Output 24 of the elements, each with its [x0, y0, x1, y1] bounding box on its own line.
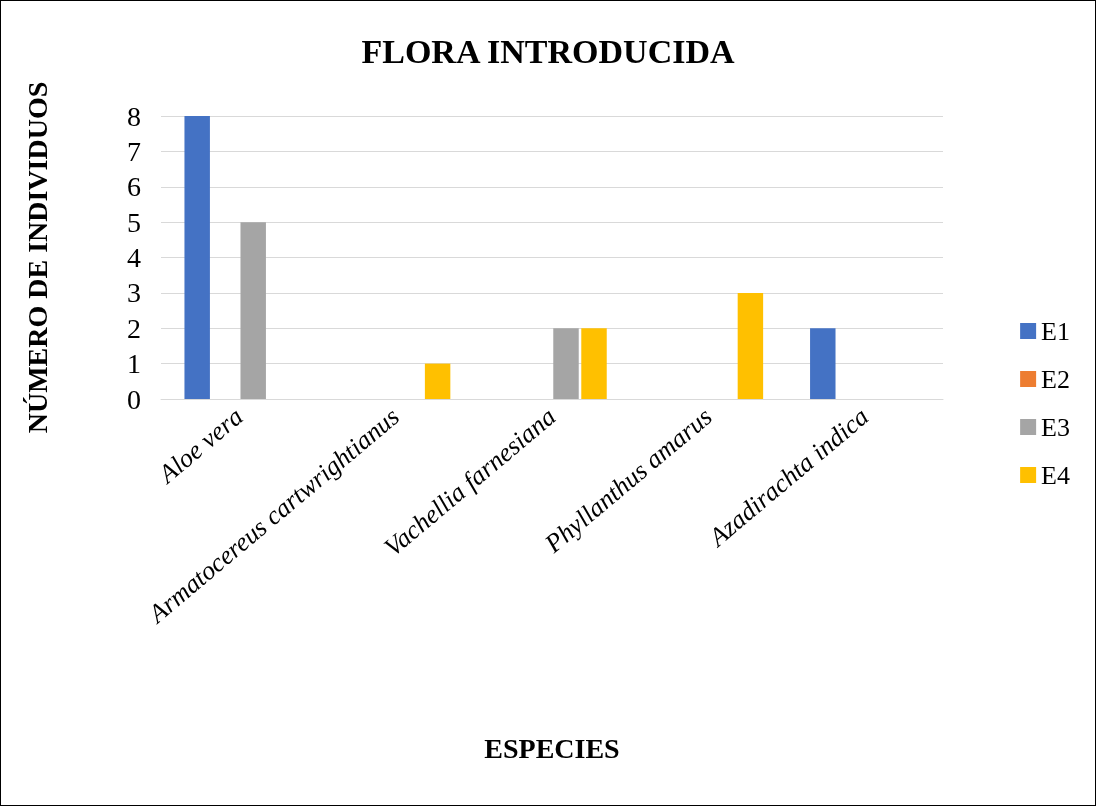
bar — [737, 292, 764, 399]
bar — [810, 328, 836, 399]
bar — [553, 328, 579, 399]
bar — [424, 363, 451, 399]
bar — [581, 328, 607, 399]
y-tick-label: 0 — [127, 383, 141, 415]
legend-label: E4 — [1041, 460, 1071, 490]
y-tick-label: 1 — [127, 348, 141, 380]
legend-label: E2 — [1041, 364, 1071, 394]
bar — [184, 116, 210, 399]
legend-label: E3 — [1041, 412, 1071, 442]
y-tick-label: 4 — [127, 242, 141, 273]
y-tick-label: 7 — [127, 135, 141, 167]
bar — [240, 222, 266, 399]
y-tick-label: 8 — [127, 100, 141, 132]
chart-title: FLORA INTRODUCIDA — [361, 32, 735, 70]
y-tick-label: 6 — [127, 171, 141, 203]
x-tick-label: Aloe vera — [151, 401, 249, 490]
y-tick-label: 5 — [127, 206, 141, 238]
y-tick-label: 3 — [127, 277, 141, 309]
x-axis-title: ESPECIES — [484, 732, 620, 764]
y-tick-label: 2 — [127, 312, 141, 344]
legend-label: E1 — [1041, 316, 1071, 346]
y-axis-title: NÚMERO DE INDIVIDUOS — [21, 81, 53, 434]
